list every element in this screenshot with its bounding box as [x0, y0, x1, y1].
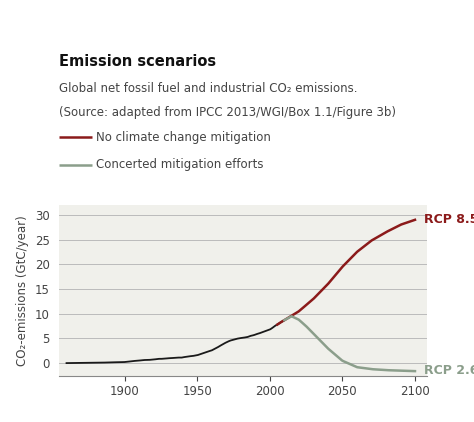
- Text: Emission scenarios: Emission scenarios: [59, 54, 216, 69]
- Text: Concerted mitigation efforts: Concerted mitigation efforts: [96, 158, 264, 171]
- Text: RCP 8.5: RCP 8.5: [424, 213, 474, 226]
- Text: Global net fossil fuel and industrial CO₂ emissions.: Global net fossil fuel and industrial CO…: [59, 81, 358, 95]
- Text: No climate change mitigation: No climate change mitigation: [96, 130, 271, 143]
- Text: (Source: adapted from IPCC 2013/WGI/Box 1.1/Figure 3b): (Source: adapted from IPCC 2013/WGI/Box …: [59, 106, 396, 119]
- Y-axis label: CO₂-emissions (GtC/year): CO₂-emissions (GtC/year): [16, 215, 29, 365]
- Text: RCP 2.6: RCP 2.6: [424, 364, 474, 377]
